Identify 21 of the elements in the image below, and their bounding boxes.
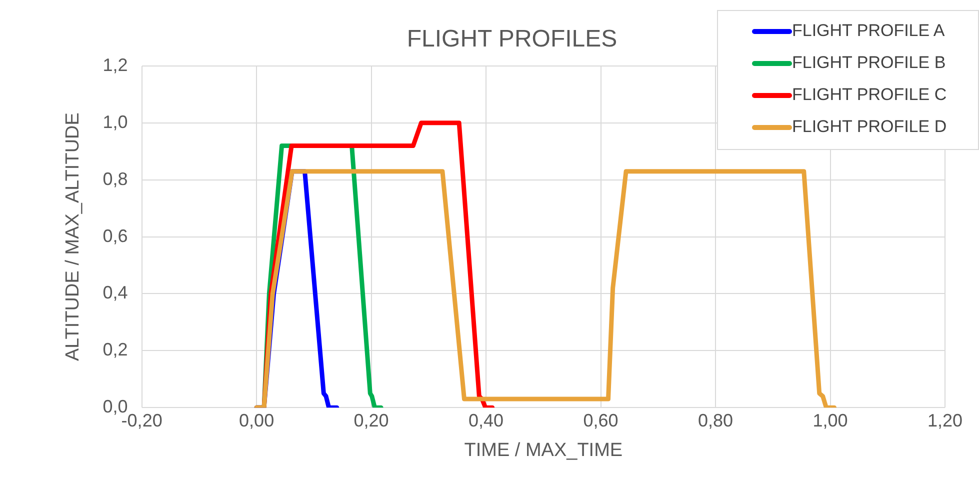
x-tick-label: 0,20 [354,410,389,430]
y-axis-title: ALTITUDE / MAX_ALTITUDE [62,112,84,362]
y-tick-label: 1,0 [102,112,128,132]
legend-label: FLIGHT PROFILE D [792,117,947,137]
legend-label: FLIGHT PROFILE C [792,85,947,105]
chart-title: FLIGHT PROFILES [406,26,618,53]
y-tick-label: 0,4 [102,282,128,303]
x-tick-label: 1,00 [812,410,848,430]
y-tick-label: 0,2 [102,340,128,360]
y-tick-label: 0,0 [102,396,128,417]
x-tick-label: 0,40 [468,410,504,430]
x-tick-label: 0,60 [583,410,618,430]
legend-label: FLIGHT PROFILE B [792,53,946,73]
x-axis-title: TIME / MAX_TIME [464,440,623,461]
y-tick-label: 0,8 [102,168,128,189]
y-tick-label: 1,2 [102,54,128,75]
legend-label: FLIGHT PROFILE A [792,21,945,41]
x-tick-label: 0,80 [698,410,734,430]
y-tick-label: 0,6 [102,226,128,246]
x-tick-label: 0,00 [239,410,274,430]
x-tick-label: 1,20 [927,410,963,430]
